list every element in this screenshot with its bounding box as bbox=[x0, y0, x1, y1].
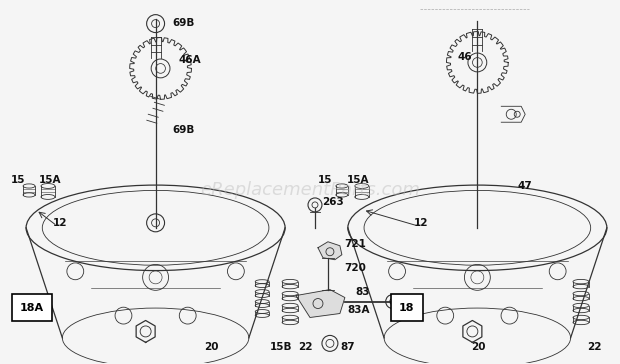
Text: 15A: 15A bbox=[347, 175, 370, 185]
Text: 83: 83 bbox=[356, 286, 370, 297]
Text: 12: 12 bbox=[53, 218, 68, 228]
Text: 12: 12 bbox=[414, 218, 428, 228]
Text: 69B: 69B bbox=[172, 125, 195, 135]
Text: 18: 18 bbox=[399, 302, 414, 313]
Text: eReplacementParts.com: eReplacementParts.com bbox=[200, 181, 420, 199]
Text: 263: 263 bbox=[322, 197, 343, 207]
FancyBboxPatch shape bbox=[391, 294, 423, 321]
Text: 83A: 83A bbox=[348, 305, 370, 314]
Polygon shape bbox=[318, 242, 342, 260]
Text: 15A: 15A bbox=[39, 175, 61, 185]
Text: 46A: 46A bbox=[179, 55, 201, 66]
Polygon shape bbox=[296, 290, 345, 317]
Text: 20: 20 bbox=[471, 343, 486, 352]
Text: 46: 46 bbox=[458, 52, 472, 63]
FancyBboxPatch shape bbox=[12, 294, 52, 321]
Text: 720: 720 bbox=[344, 263, 366, 273]
Text: 87: 87 bbox=[340, 343, 355, 352]
Text: 47: 47 bbox=[517, 181, 532, 191]
Text: 15B: 15B bbox=[270, 343, 293, 352]
Text: 20: 20 bbox=[205, 343, 219, 352]
Text: 18A: 18A bbox=[20, 302, 44, 313]
Text: 22: 22 bbox=[587, 343, 601, 352]
Text: 721: 721 bbox=[344, 239, 366, 249]
Text: 15: 15 bbox=[11, 175, 25, 185]
Text: 15: 15 bbox=[318, 175, 332, 185]
Text: 22: 22 bbox=[298, 343, 312, 352]
Text: 69B: 69B bbox=[172, 17, 195, 28]
